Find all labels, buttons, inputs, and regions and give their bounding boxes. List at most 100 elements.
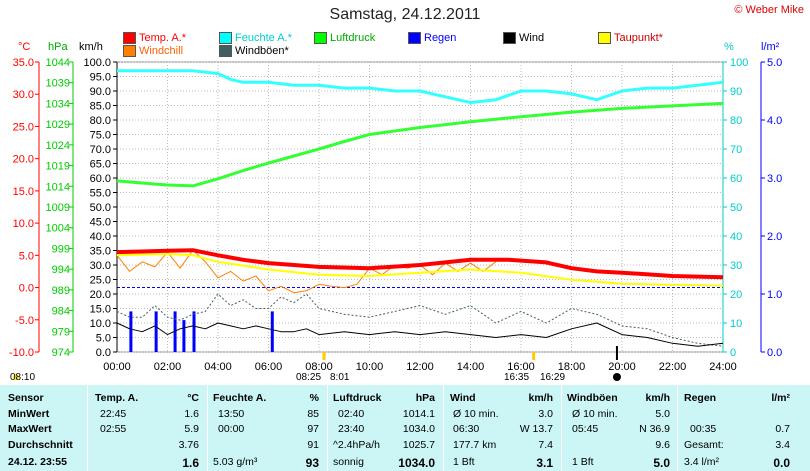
wind-tick-label: 85.0 [90, 101, 111, 113]
legend-label: Regen [424, 32, 457, 44]
rain-max-time: 00:35 [690, 423, 717, 435]
temp-tick-label: 30.0 [13, 89, 34, 101]
wind-tick-label: 45.0 [90, 217, 111, 229]
hum-current-value: 93 [305, 456, 319, 470]
legend-gusts: Windböen* [219, 45, 289, 57]
row-label-max: MaxWert [8, 423, 52, 435]
temp-tick-label: 25.0 [13, 121, 34, 133]
pressure-unit-label: hPa [48, 41, 68, 53]
rain-bar [192, 311, 196, 352]
series-tempa [116, 248, 724, 280]
gust-current-value: 5.0 [653, 456, 670, 470]
wind-tick-label: 20.0 [90, 289, 111, 301]
wind-tick-label: 30.0 [90, 260, 111, 272]
stats-table [0, 385, 810, 471]
pressure-tick-label: 1044 [46, 57, 70, 69]
legend-label: Windböen* [235, 45, 289, 57]
pressure-tick-label: 1014 [46, 181, 70, 193]
dawn-end: 8:01 [330, 372, 350, 383]
wind-tick-label: 25.0 [90, 275, 111, 287]
legend-swatch [408, 32, 421, 44]
legend-label: Luftdruck [330, 32, 376, 44]
legend-windchill: Windchill [123, 45, 183, 57]
weather-chart: 35.0 30.0 25.0 20.0 15.0 10.0 5.0 0.0 -5.0 -10.0 1… [9, 57, 782, 381]
dusk-time: 16:29 [540, 372, 566, 383]
sunset-time: 16:35 [504, 372, 530, 383]
wind-tick-label: 40.0 [90, 231, 111, 243]
press-avg-value: 1025.7 [402, 439, 435, 451]
table-divider [87, 385, 88, 471]
rain-total-value: 3.4 [775, 439, 790, 451]
legend-label: Taupunkt* [614, 32, 663, 44]
pressure-tick-label: 1039 [46, 78, 70, 90]
hum-max-time: 00:00 [218, 423, 245, 435]
x-tick-label: 22:00 [659, 361, 687, 373]
press-min-value: 1014.1 [402, 408, 435, 420]
col-unit-temp: °C [187, 392, 199, 404]
press-max-time: 23:40 [338, 423, 365, 435]
col-header-wind: Wind [450, 392, 476, 404]
temp-tick-label: 20.0 [13, 154, 34, 166]
legend-rain: Regen [408, 32, 456, 44]
rain-unit-label: l/m² [761, 41, 780, 53]
pressure-tick-label: 989 [52, 285, 70, 297]
col-unit-pressure: hPa [415, 392, 435, 404]
humidity-tick-label: 50 [730, 202, 742, 214]
humidity-unit-label: % [724, 41, 734, 53]
rain-bar [129, 311, 133, 352]
hum-min-value: 85 [307, 408, 319, 420]
wind-avg-label: Ø 10 min. [453, 408, 499, 420]
x-tick-label: 10:00 [356, 361, 384, 373]
wind-tick-label: 50.0 [90, 202, 111, 214]
row-label-avg: Durchschnitt [8, 439, 73, 451]
humidity-tick-label: 0 [730, 347, 736, 359]
wind-tick-label: 35.0 [90, 246, 111, 258]
legend-swatch [123, 45, 136, 57]
legend-swatch [219, 32, 232, 44]
wind-tick-label: 60.0 [90, 173, 111, 185]
gust-avg-label: Ø 10 min. [572, 408, 618, 420]
temp-tick-label: -5.0 [15, 315, 34, 327]
table-divider [677, 385, 678, 471]
wind-tick-label: 100.0 [83, 57, 111, 69]
legend-swatch [123, 32, 136, 44]
copyright: © Weber Mike [734, 4, 804, 16]
temp-min-value: 1.6 [184, 408, 199, 420]
rain-tick-label: 4.0 [767, 115, 782, 127]
humidity-tick-label: 100 [730, 57, 748, 69]
x-tick-label: 06:00 [255, 361, 283, 373]
moon-icon [612, 373, 621, 381]
series-feuchtea [117, 69, 724, 105]
wind-avg-value: 7.4 [538, 439, 553, 451]
wind-tick-label: 10.0 [90, 318, 111, 330]
humidity-tick-label: 40 [730, 231, 742, 243]
col-unit-rain: l/m² [771, 392, 790, 404]
wind-tick-label: 55.0 [90, 188, 111, 200]
temp-tick-label: 35.0 [13, 57, 34, 69]
temp-max-time: 02:55 [100, 423, 127, 435]
col-unit-gusts: km/h [645, 392, 670, 404]
col-header-temp: Temp. A. [95, 392, 139, 404]
table-divider [443, 385, 444, 471]
legend-label: Windchill [139, 45, 184, 57]
rain-max-value: 0.7 [775, 423, 790, 435]
legend-wind: Wind [503, 32, 544, 44]
temp-tick-label: 5.0 [19, 250, 34, 262]
temp-min-time: 22:45 [100, 408, 127, 420]
legend-humidity: Feuchte A.* [219, 32, 292, 44]
legend-swatch [503, 32, 516, 44]
row-label-current: 24.12. 23:55 [8, 456, 67, 468]
humidity-tick-label: 80 [730, 115, 742, 127]
legend-label: Temp. A.* [139, 32, 187, 44]
gust-max-time: 05:45 [572, 423, 599, 435]
rain-tick-label: 5.0 [767, 57, 782, 69]
x-tick-label: 20:00 [608, 361, 636, 373]
wind-tick-label: 15.0 [90, 304, 111, 316]
humidity-tick-label: 20 [730, 289, 742, 301]
rain-current-value: 0.0 [773, 456, 790, 470]
rain-total-label: Gesamt: [684, 439, 724, 451]
rain-tick-label: 1.0 [767, 289, 782, 301]
gust-10min-value: 5.0 [655, 408, 670, 420]
hum-absolute: 5.03 g/m³ [213, 456, 258, 468]
pressure-tick-label: 1024 [46, 140, 70, 152]
